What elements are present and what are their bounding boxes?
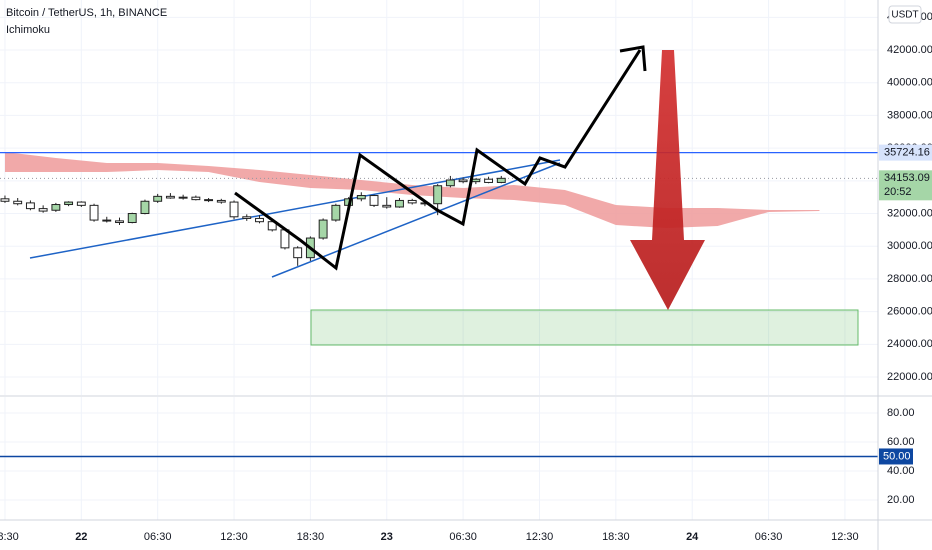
ichimoku-cloud [4, 152, 820, 229]
candle-body [191, 196, 201, 201]
candle-body [382, 204, 392, 208]
grid [0, 0, 878, 520]
countdown: 20:52 [884, 186, 912, 198]
drawings-front [234, 45, 705, 310]
y-tick-label: 28000.00 [887, 273, 932, 285]
level-label-bg [879, 448, 913, 465]
x-tick-label: 12:30 [831, 531, 859, 543]
candle-body [102, 219, 112, 222]
candle-body [318, 219, 328, 239]
candle-body [89, 204, 99, 221]
lower-tick-label: 60.00 [887, 436, 915, 448]
price-line-label-bg [879, 144, 932, 161]
x-tick-label: 18:30 [0, 531, 19, 543]
currency[interactable]: USDT [891, 10, 918, 21]
y-tick-label: 38000.00 [887, 109, 932, 121]
last-price-label: 34153.09 [884, 172, 930, 184]
candle-body [216, 199, 226, 203]
level-label: 50.00 [883, 450, 911, 462]
axes: 18:30 22 06:30 12:30 18:30 23 06:30 12:30 18:30 2… [0, 11, 932, 543]
y-tick-label: 40000.00 [887, 77, 932, 89]
candle-body [0, 198, 10, 202]
x-tick-label: 24 [686, 531, 699, 543]
candle-body [76, 201, 86, 206]
down-arrow [630, 50, 705, 310]
candle-body [204, 199, 214, 202]
x-tick-label: 22 [75, 531, 87, 543]
currency-badge[interactable] [888, 5, 922, 24]
candle-body [127, 213, 137, 224]
y-tick-label: 22000.00 [887, 371, 932, 383]
candle-body [51, 204, 61, 211]
candle-body [255, 217, 264, 223]
x-tick-label: 12:30 [526, 531, 554, 543]
x-tick-label: 18:30 [602, 531, 630, 543]
candle-body [356, 195, 366, 200]
drawings [29, 159, 859, 346]
x-tick-label: 06:30 [449, 531, 477, 543]
candle-body [445, 179, 455, 187]
candle-body [484, 178, 494, 183]
trend-line [271, 162, 561, 278]
lower-tick-label: 40.00 [887, 465, 915, 477]
candle-body [115, 220, 124, 224]
y-tick-label: 24000.00 [887, 338, 932, 350]
candle-body [25, 202, 35, 210]
candle-body [13, 200, 23, 205]
candle-body [229, 201, 239, 218]
y-tick-label: 42000.00 [887, 44, 932, 56]
price-lines [0, 152, 878, 179]
x-tick-label: 18:30 [297, 531, 325, 543]
candle-body [178, 196, 188, 199]
candle-body [395, 199, 404, 208]
indicator-name: Ichimoku [6, 24, 50, 36]
x-tick-label: 06:30 [755, 531, 783, 543]
arrow-head [619, 45, 647, 72]
cloud-area [4, 152, 820, 229]
target-zone [310, 309, 859, 346]
x-tick-label: 23 [381, 531, 393, 543]
candle-body [165, 195, 175, 199]
candle-body [242, 216, 252, 219]
candle-body [458, 179, 468, 183]
y-tick-label: 30000.00 [887, 240, 932, 252]
x-tick-label: 12:30 [220, 531, 248, 543]
candle-body [471, 178, 481, 183]
candle-body [369, 195, 379, 206]
y-tick-label: 32000.00 [887, 207, 932, 219]
candle-body [331, 204, 341, 221]
candle-body [293, 247, 303, 259]
candle-body [140, 200, 150, 215]
candle-body [433, 185, 443, 205]
lower-tick-label: 20.00 [887, 494, 915, 506]
y-tick-label: 26000.00 [887, 306, 932, 318]
candle-body [38, 208, 48, 212]
chart-title: Bitcoin / TetherUS, 1h, BINANCE [6, 7, 167, 19]
candle-body [407, 199, 417, 204]
lower-tick-label: 80.00 [887, 407, 915, 419]
last-price-bg [879, 170, 932, 201]
candle-body [496, 177, 506, 183]
candle-body [153, 195, 163, 202]
price-line-label: 35724.16 [884, 147, 930, 159]
x-tick-label: 06:30 [144, 531, 172, 543]
zigzag-path [234, 49, 642, 271]
candle-body [64, 201, 74, 206]
